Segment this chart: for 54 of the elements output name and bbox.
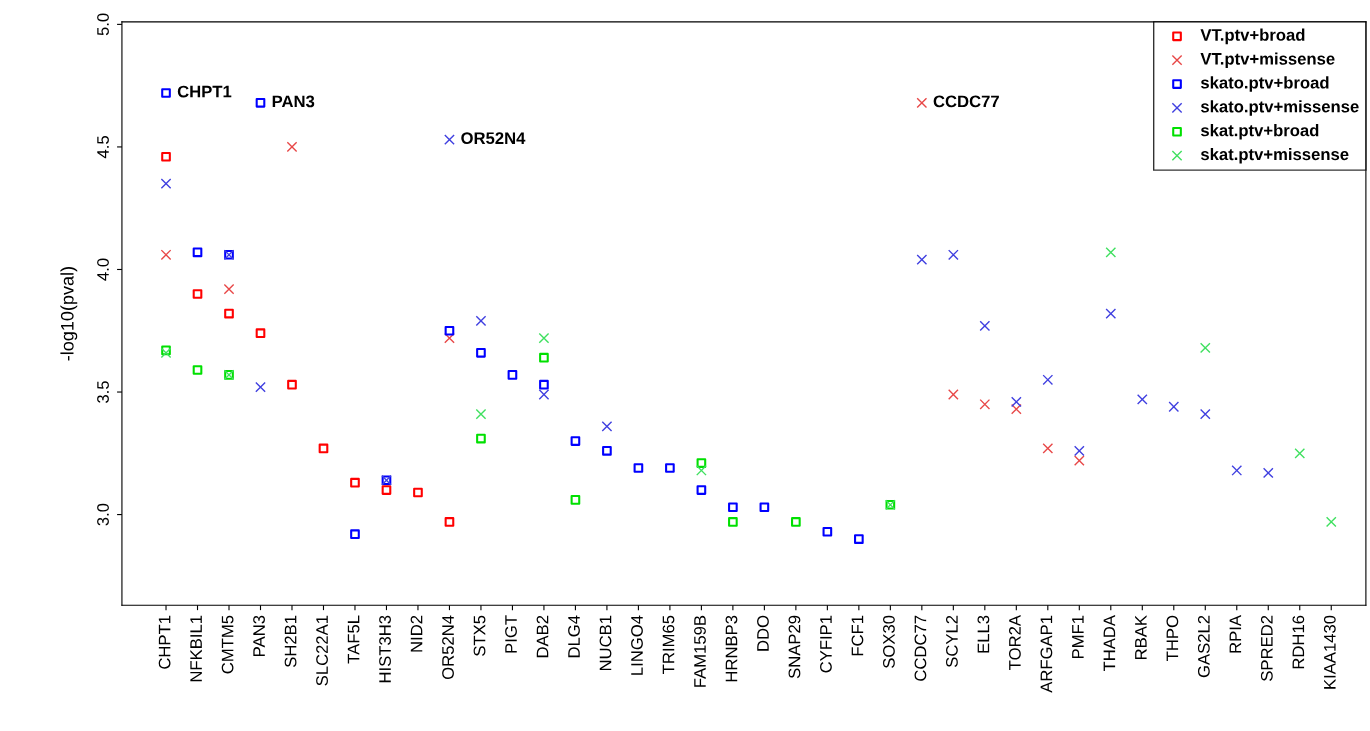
x-tick-label: THADA [1103,615,1116,672]
y-tick-label: 4.5 [97,136,109,159]
x-tick-label: HIST3H3 [379,615,391,683]
x-tick-label: PAN3 [253,615,265,656]
legend-label: skato.ptv+missense [1200,100,1359,116]
x-tick-label: NFKBIL1 [190,615,202,682]
annotation: CCDC77 [933,95,999,108]
x-tick-label: CYFIP1 [820,615,832,673]
legend-label: VT.ptv+broad [1200,28,1305,45]
x-tick-label: FCF1 [851,615,864,656]
x-tick-label: NID2 [410,615,423,652]
legend-label: skat.ptv+broad [1200,124,1319,140]
x-tick-label: OR52N4 [442,615,454,680]
y-tick-label: 3.5 [97,381,109,403]
x-tick-label: CHPT1 [158,615,171,669]
x-tick-label: FAM159B [694,615,706,687]
annotation: PAN3 [272,95,315,108]
x-tick-label: NUCB1 [599,615,612,671]
x-tick-label: ELL3 [977,615,990,653]
x-tick-label: THPO [1166,615,1179,661]
legend-label: skat.ptv+missense [1200,147,1349,164]
y-axis-title: -log10(pval) [60,267,78,361]
x-tick-label: STX5 [473,615,486,656]
x-tick-label: SH2B1 [284,615,297,668]
x-tick-label: HRNBP3 [725,615,738,682]
legend-label: VT.ptv+missense [1200,52,1335,68]
x-tick-label: CMTM5 [221,615,234,674]
x-tick-label: TRIM65 [662,615,675,674]
x-tick-label: DDO [757,615,769,651]
x-tick-label: SOX30 [883,615,895,668]
x-tick-label: SCYL2 [946,615,958,668]
x-tick-label: PMF1 [1072,615,1084,659]
x-tick-label: DAB2 [536,615,549,658]
x-tick-label: SLC22A1 [316,615,328,686]
x-tick-label: PIGT [505,615,517,653]
annotation: OR52N4 [461,132,526,145]
y-tick-label: 3.0 [97,503,109,526]
annotation: CHPT1 [177,85,232,98]
x-tick-label: LINGO4 [631,615,643,675]
x-tick-label: GAS2L2 [1197,615,1210,678]
x-tick-label: RBAK [1135,615,1147,660]
x-tick-label: RPIA [1229,615,1242,653]
y-tick-label: 4.0 [97,258,109,281]
y-tick-label: 5.0 [97,13,109,36]
x-tick-label: KIAA1430 [1323,615,1336,689]
legend-label: skato.ptv+broad [1200,76,1329,92]
x-tick-label: CCDC77 [914,615,927,681]
x-tick-label: SNAP29 [788,615,801,679]
x-tick-label: RDH16 [1292,615,1305,669]
x-tick-label: SPRED2 [1260,615,1273,681]
x-tick-label: TAF5L [347,615,360,664]
x-tick-label: ARFGAP1 [1040,615,1053,693]
x-tick-label: TOR2A [1008,615,1021,670]
x-tick-label: DLG4 [568,615,580,658]
